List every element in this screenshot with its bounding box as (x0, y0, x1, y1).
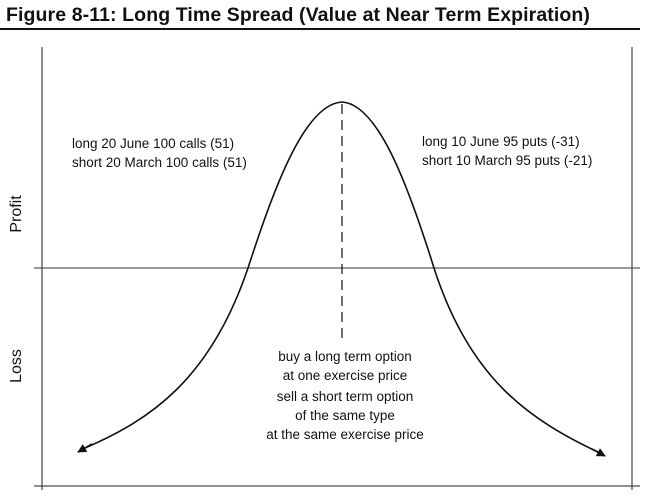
strategy-step-buy-line-1: buy a long term option (278, 349, 412, 364)
strategy-step-buy: buy a long term option at one exercise p… (272, 347, 418, 385)
loss-axis-label: Loss (8, 349, 25, 383)
right-position-short: short 10 March 95 puts (-21) (422, 153, 593, 168)
left-position-long: long 20 June 100 calls (51) (72, 136, 235, 151)
left-positions-note: long 20 June 100 calls (51) short 20 Mar… (72, 134, 247, 172)
strategy-step-sell-line-2: of the same type (295, 408, 395, 423)
left-position-short: short 20 March 100 calls (51) (72, 155, 247, 170)
right-positions-note: long 10 June 95 puts (-31) short 10 Marc… (422, 132, 592, 170)
strategy-step-sell-line-3: at the same exercise price (266, 427, 424, 442)
strategy-step-sell-line-1: sell a short term option (276, 389, 414, 404)
right-position-long: long 10 June 95 puts (-31) (422, 134, 580, 149)
title-rule (0, 28, 640, 30)
left-arrow (77, 443, 93, 453)
strategy-step-sell: sell a short term option of the same typ… (255, 387, 435, 444)
figure-title: Figure 8-11: Long Time Spread (Value at … (6, 4, 591, 26)
right-arrow (591, 448, 606, 457)
profit-axis-label: Profit (8, 195, 25, 233)
spread-profit-curve (84, 101, 601, 454)
strategy-step-buy-line-2: at one exercise price (282, 368, 408, 383)
